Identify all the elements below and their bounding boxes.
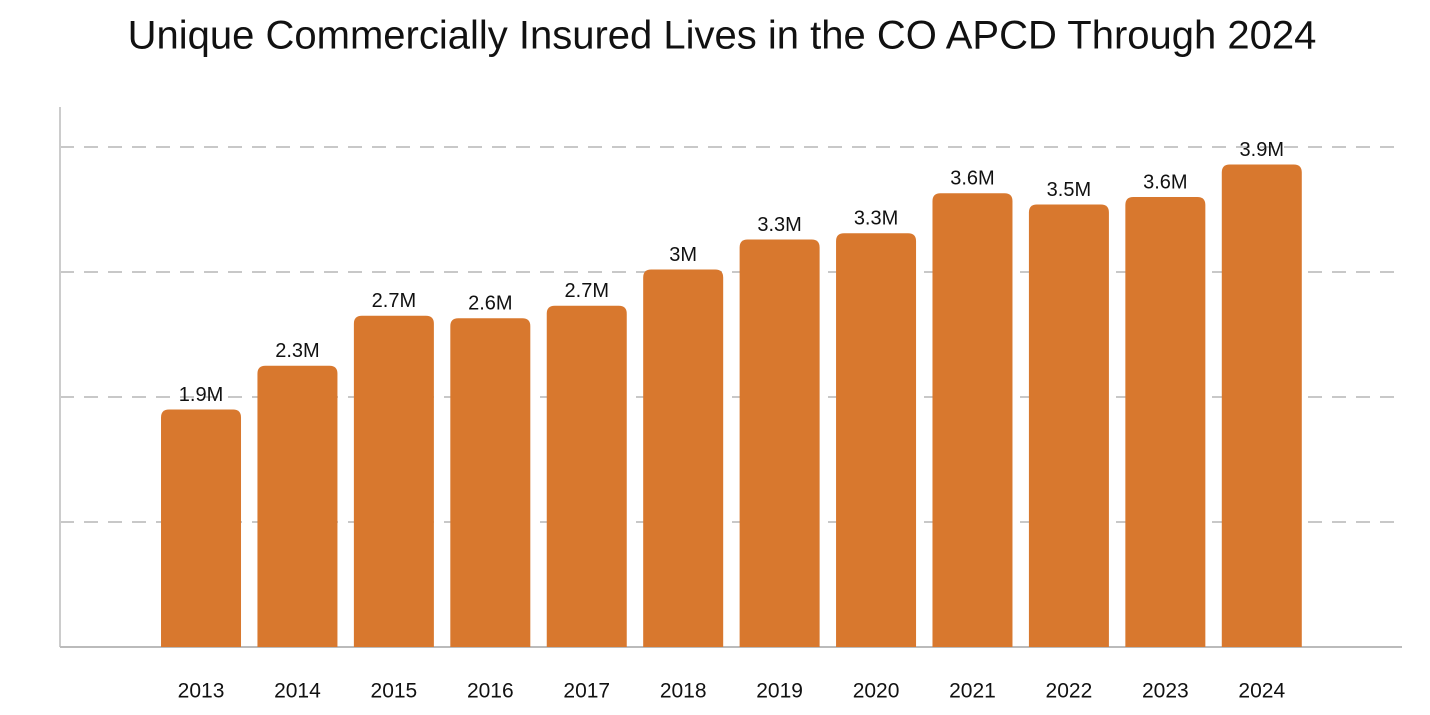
data-label: 3.9M (1240, 139, 1284, 161)
bar (739, 239, 820, 647)
x-tick-label: 2017 (563, 680, 610, 703)
data-label: 1.9M (179, 384, 223, 406)
data-label: 2.3M (275, 340, 319, 362)
chart-title: Unique Commercially Insured Lives in the… (128, 14, 1317, 58)
x-tick-label: 2022 (1046, 680, 1093, 703)
bar (353, 315, 434, 647)
data-label: 2.6M (468, 293, 512, 315)
data-label: 3.5M (1047, 179, 1091, 201)
x-tick-label: 2021 (949, 680, 996, 703)
x-tick-label: 2014 (274, 680, 321, 703)
x-tick-label: 2019 (756, 680, 803, 703)
x-tick-label: 2023 (1142, 680, 1189, 703)
data-label: 3M (669, 244, 697, 266)
x-tick-label: 2015 (371, 680, 418, 703)
x-tick-label: 2016 (467, 680, 514, 703)
bar (836, 233, 917, 647)
data-label: 3.6M (1143, 171, 1187, 193)
x-tick-label: 2018 (660, 680, 707, 703)
bar (450, 318, 531, 647)
bar (161, 409, 242, 647)
bar (1221, 164, 1302, 647)
bar (643, 269, 724, 647)
bar (257, 365, 338, 647)
x-tick-label: 2020 (853, 680, 900, 703)
bar (1125, 197, 1206, 647)
data-label: 2.7M (565, 280, 609, 302)
data-label: 3.3M (854, 208, 898, 230)
bar (546, 305, 627, 647)
data-label: 3.3M (757, 214, 801, 236)
data-label: 3.6M (950, 168, 994, 190)
x-tick-label: 2013 (178, 680, 225, 703)
data-label: 2.7M (372, 290, 416, 312)
bar (1028, 204, 1109, 647)
x-tick-label: 2024 (1238, 680, 1285, 703)
bar (932, 193, 1013, 647)
